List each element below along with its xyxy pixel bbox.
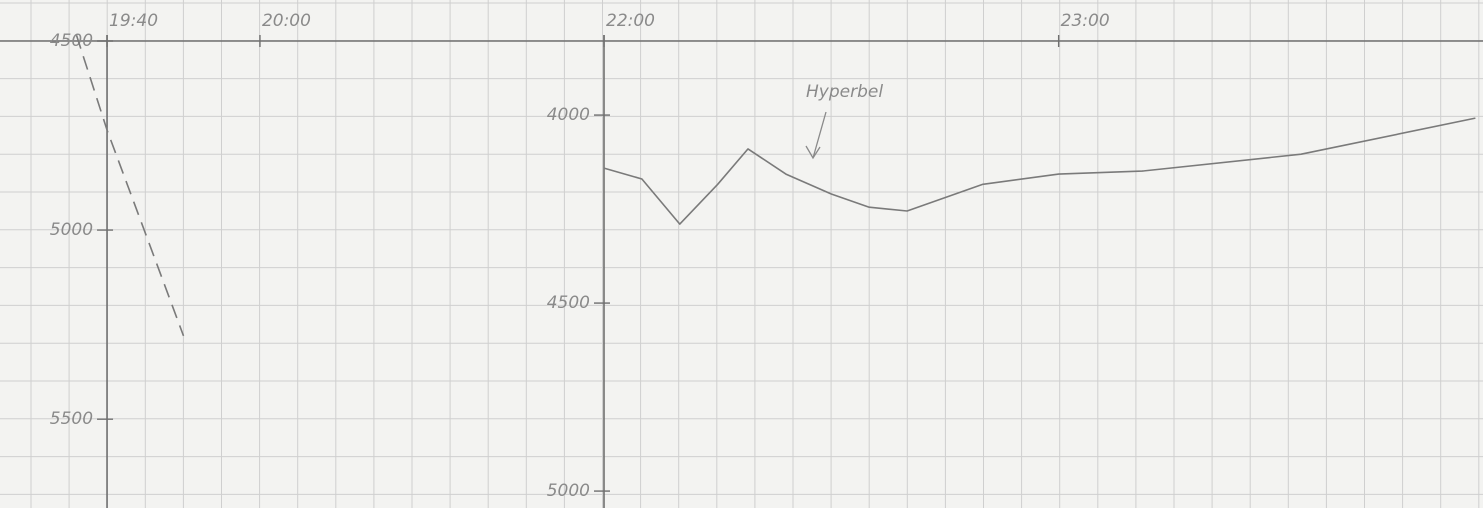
annotation: Hyperbel [806, 82, 883, 102]
y-tick-label: 4500 [547, 293, 590, 313]
y-tick-label: 4500 [50, 31, 93, 51]
data-line [603, 117, 1476, 225]
x-tick-label: 23:00 [1061, 11, 1110, 31]
data-line [75, 35, 185, 337]
y-tick-label: 4000 [547, 105, 590, 125]
y-tick-label: 5500 [50, 409, 93, 429]
x-tick-label: 22:00 [606, 11, 655, 31]
y-tick-label: 5000 [547, 481, 590, 501]
x-tick-label: 19:40 [109, 11, 158, 31]
x-tick-label: 20:00 [262, 11, 311, 31]
annotation-arrow [805, 111, 827, 160]
y-tick-label: 5000 [50, 220, 93, 240]
